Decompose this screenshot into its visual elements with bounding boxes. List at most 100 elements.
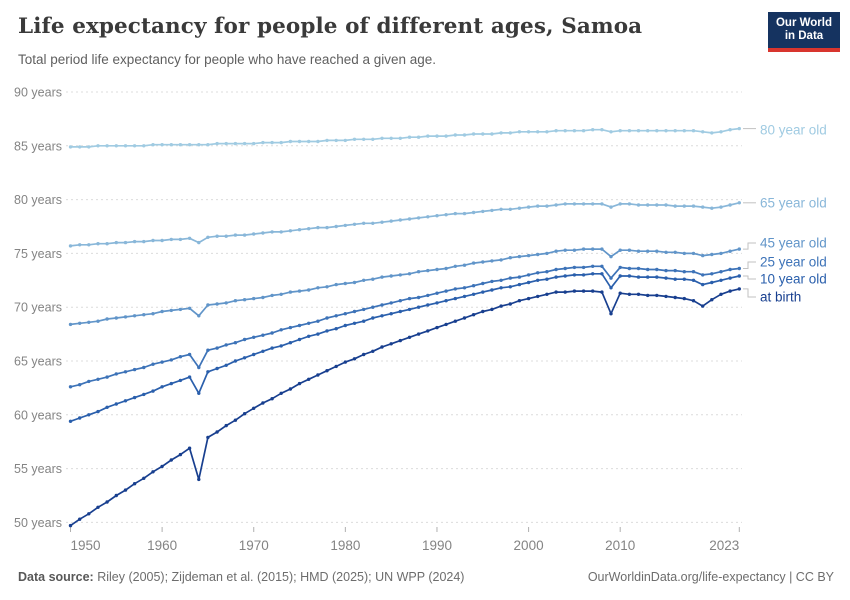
data-point (233, 233, 238, 237)
data-point (416, 332, 421, 336)
data-point (719, 251, 723, 256)
x-axis-tick-label: 2010 (605, 538, 635, 553)
data-point (123, 370, 128, 374)
data-point (701, 273, 705, 277)
data-point (508, 285, 512, 289)
data-point (362, 352, 366, 357)
data-point (545, 204, 549, 208)
data-point (187, 352, 192, 357)
data-point (636, 266, 641, 271)
data-point (710, 280, 714, 285)
data-point (297, 337, 302, 342)
data-point (728, 289, 732, 293)
data-point (581, 289, 586, 293)
data-point (389, 274, 393, 278)
series-markers-age-65 (68, 201, 741, 248)
data-point (636, 292, 641, 296)
legend-label-age-65[interactable]: 65 year old (760, 196, 827, 211)
data-point (481, 309, 485, 314)
legend-label-age-45[interactable]: 45 year old (760, 236, 827, 251)
data-point (252, 141, 256, 146)
data-point (471, 284, 476, 288)
y-axis-tick-label: 75 years (14, 247, 62, 261)
data-point (270, 293, 274, 298)
data-point (78, 416, 82, 420)
data-point (169, 237, 173, 242)
data-point (160, 143, 164, 147)
data-point (169, 308, 173, 313)
data-point (178, 452, 183, 457)
data-point (462, 211, 467, 216)
data-point (407, 217, 412, 221)
data-point (426, 329, 430, 333)
data-point (664, 250, 668, 254)
y-axis-tick-label: 70 years (14, 301, 62, 315)
data-point (325, 329, 329, 333)
data-point (609, 130, 613, 134)
series-markers-age-10 (68, 272, 741, 423)
data-point (499, 131, 503, 135)
data-point (316, 139, 320, 144)
data-point (426, 268, 430, 273)
data-point (242, 233, 247, 237)
data-point (737, 287, 741, 291)
data-point (481, 260, 485, 264)
data-point (261, 401, 265, 405)
data-point (371, 137, 375, 141)
data-point (215, 346, 219, 350)
data-point (508, 131, 512, 135)
legend-label-age-10[interactable]: 10 year old (760, 272, 827, 287)
data-point (609, 205, 613, 209)
data-point (600, 202, 604, 206)
data-point (178, 307, 183, 312)
credit-link[interactable]: OurWorldinData.org/life-expectancy | CC … (587, 570, 834, 584)
legend-label-age-25[interactable]: 25 year old (760, 255, 827, 270)
data-point (526, 253, 531, 258)
data-point (517, 299, 522, 303)
data-point (132, 239, 137, 244)
data-point (206, 370, 210, 374)
data-point (728, 128, 732, 132)
data-point (252, 296, 256, 301)
x-axis-tick-label: 2000 (514, 538, 544, 553)
data-point (664, 129, 668, 133)
data-point (737, 274, 741, 278)
data-point (499, 207, 503, 211)
data-point (343, 223, 347, 228)
data-point (407, 307, 412, 312)
data-point (187, 306, 192, 310)
data-point (627, 266, 632, 271)
data-point (151, 470, 155, 474)
data-point (719, 292, 723, 296)
data-point (197, 240, 201, 245)
data-point (307, 321, 311, 325)
data-point (618, 265, 622, 270)
data-point (701, 205, 705, 209)
y-axis-tick-label: 50 years (14, 516, 62, 530)
data-point (536, 252, 540, 257)
data-point (334, 224, 338, 229)
data-point (334, 138, 338, 143)
data-point (187, 446, 192, 450)
data-point (215, 141, 219, 146)
data-point (380, 345, 384, 349)
series-markers-at-birth (68, 287, 741, 528)
data-point (526, 296, 531, 301)
data-point (655, 129, 659, 133)
data-point (398, 338, 402, 343)
data-point (453, 287, 457, 291)
data-point (215, 234, 219, 238)
data-point (78, 383, 82, 387)
data-point (554, 249, 558, 253)
owid-logo[interactable]: Our World in Data (768, 12, 840, 52)
legend-label-age-80[interactable]: 80 year old (760, 123, 827, 138)
data-point (261, 295, 265, 300)
owid-logo-accent (768, 48, 840, 52)
data-point (481, 132, 485, 136)
data-point (416, 305, 421, 309)
data-point (279, 328, 283, 332)
data-point (600, 247, 604, 251)
legend-label-at-birth[interactable]: at birth (760, 290, 801, 305)
series-markers-age-80 (68, 126, 741, 149)
data-point (554, 129, 558, 133)
